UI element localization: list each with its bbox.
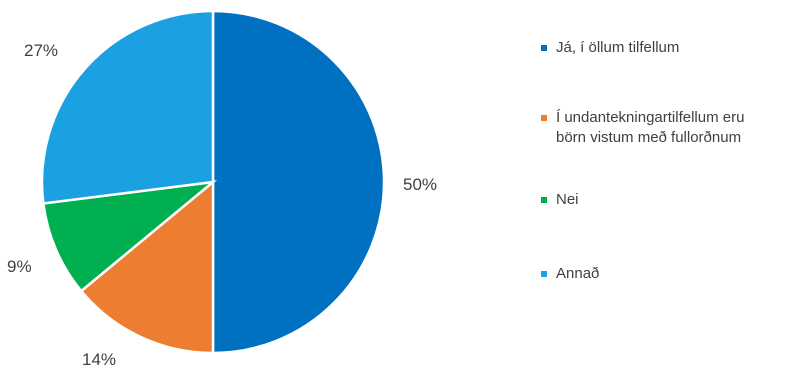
legend-label-undantekning-line2: börn vistum með fullorðnum	[556, 129, 742, 146]
pie-slice-ja	[211, 9, 386, 355]
pie-slices	[40, 9, 386, 355]
data-label-undantekning: 14%	[82, 350, 116, 369]
data-label-ja: 50%	[403, 175, 437, 194]
pie-slice-undantekning	[79, 179, 215, 355]
data-label-nei: 9%	[7, 257, 32, 276]
legend-swatch-undantekning	[541, 115, 547, 121]
legend-item-undantekning: Í undantekningartilfellum eru börn vistu…	[541, 108, 744, 148]
legend-swatch-nei	[541, 197, 547, 203]
legend-item-nei: Nei	[541, 190, 579, 210]
legend-label-undantekning-line1: Í undantekningartilfellum eru	[556, 109, 745, 126]
legend-label-nei: Nei	[556, 191, 579, 208]
legend-label-ja: Já, í öllum tilfellum	[556, 39, 680, 56]
legend-swatch-annad	[541, 271, 547, 277]
legend-swatch-ja	[541, 45, 547, 51]
legend-item-ja: Já, í öllum tilfellum	[541, 38, 679, 58]
legend-item-annad: Annað	[541, 264, 599, 284]
pie-slice-nei	[41, 180, 218, 293]
pie-slice-annad	[40, 9, 215, 205]
data-label-annad: 27%	[24, 41, 58, 60]
pie-data-labels: 50% 14% 9% 27%	[7, 41, 437, 369]
legend-label-annad: Annað	[556, 265, 600, 282]
